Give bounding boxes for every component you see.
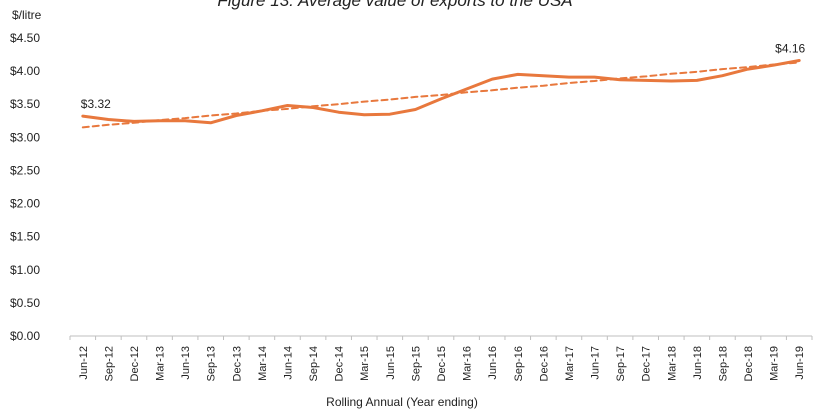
y-tick-label: $2.50 xyxy=(10,163,40,177)
y-tick-label: $2.00 xyxy=(10,197,40,211)
x-tick-label: Jun-18 xyxy=(692,346,704,380)
x-tick-label: Dec-17 xyxy=(641,346,653,381)
export-value-line xyxy=(81,59,801,125)
y-tick-labels: $0.00 $0.50 $1.00 $1.50 $2.00 $2.50 $3.00 $3.50… xyxy=(10,31,40,343)
y-tick-label: $0.50 xyxy=(10,296,40,310)
x-tick-label: Jun-12 xyxy=(78,346,90,380)
x-tick-label: Mar-13 xyxy=(155,346,167,381)
y-tick-label: $4.00 xyxy=(10,64,40,78)
x-tick-label: Sep-16 xyxy=(513,346,525,381)
data-label: $3.32 xyxy=(81,97,111,111)
x-tick-label: Dec-14 xyxy=(334,346,346,381)
x-tick-label: Mar-14 xyxy=(257,346,269,381)
x-tick-label: Sep-18 xyxy=(717,346,729,381)
x-tick-label: Jun-15 xyxy=(385,346,397,380)
x-tick-label: Sep-15 xyxy=(410,346,422,381)
chart-title: Figure 13: Average value of exports to t… xyxy=(217,0,572,10)
x-axis-label: Rolling Annual (Year ending) xyxy=(326,395,478,409)
x-tick-label: Dec-16 xyxy=(538,346,550,381)
x-tick-label: Jun-14 xyxy=(282,346,294,380)
x-tick-label: Sep-13 xyxy=(206,346,218,381)
x-tick-label: Sep-14 xyxy=(308,346,320,381)
data-label: $4.16 xyxy=(775,42,805,56)
y-tick-label: $4.50 xyxy=(10,31,40,45)
trend-line xyxy=(81,61,801,129)
x-tick-label: Jun-19 xyxy=(794,346,806,380)
y-tick-label: $3.00 xyxy=(10,130,40,144)
x-tick-label: Jun-16 xyxy=(487,346,499,380)
y-tick-label: $3.50 xyxy=(10,97,40,111)
x-tick-label: Dec-12 xyxy=(129,346,141,381)
x-tick-label: Dec-13 xyxy=(231,346,243,381)
y-tick-label: $0.00 xyxy=(10,329,40,343)
y-tick-label: $1.50 xyxy=(10,230,40,244)
y-tick-label: $1.00 xyxy=(10,263,40,277)
x-tick-label: Sep-17 xyxy=(615,346,627,381)
x-tick-label: Jun-17 xyxy=(590,346,602,380)
data-labels: $3.32 $4.16 xyxy=(81,42,806,112)
x-tick-label: Jun-13 xyxy=(180,346,192,380)
x-tick-labels: Jun-12 Sep-12 Dec-12 Mar-13 Jun-13 Sep-13 Dec-… xyxy=(69,336,813,381)
series-group xyxy=(81,59,801,129)
x-tick-label: Mar-19 xyxy=(769,346,781,381)
x-tick-label: Dec-18 xyxy=(743,346,755,381)
x-tick-label: Mar-15 xyxy=(359,346,371,381)
x-tick-label: Sep-12 xyxy=(103,346,115,381)
x-tick-label: Mar-16 xyxy=(462,346,474,381)
y-axis-label: $/litre xyxy=(12,8,42,22)
x-tick-label: Mar-18 xyxy=(666,346,678,381)
x-tick-label: Mar-17 xyxy=(564,346,576,381)
x-tick-label: Dec-15 xyxy=(436,346,448,381)
